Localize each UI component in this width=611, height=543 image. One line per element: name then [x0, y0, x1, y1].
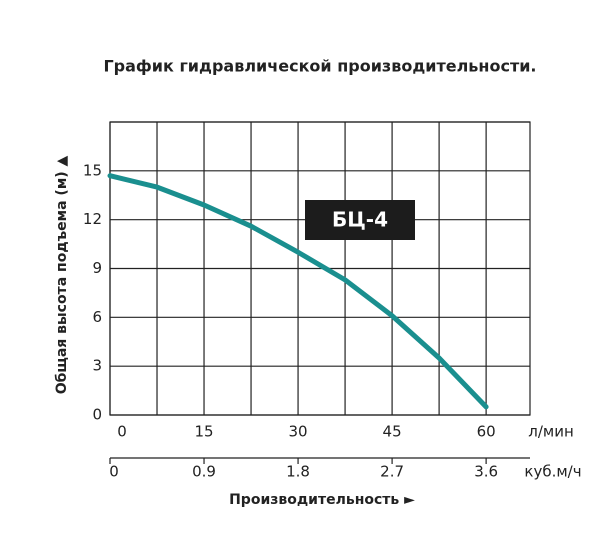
- x-unit: л/мин: [528, 423, 574, 441]
- y-tick-label: 9: [92, 259, 102, 277]
- annotation-box: [305, 200, 415, 240]
- y-tick-label: 15: [83, 161, 102, 179]
- y-tick-label: 3: [92, 357, 102, 375]
- x2-tick-label: 3.6: [474, 463, 498, 481]
- x-tick-label: 30: [289, 423, 308, 441]
- x2-unit: куб.м/ч: [524, 463, 581, 481]
- chart-title: График гидравлической производительности…: [103, 57, 536, 76]
- x-tick-label: 15: [194, 423, 213, 441]
- x-tick-label: 0: [117, 423, 127, 441]
- x-tick-label: 45: [383, 423, 402, 441]
- y-axis-title: Общая высота подъема (м) ▲: [54, 155, 70, 394]
- data-line: [107, 173, 489, 410]
- x2-tick-label: 1.8: [286, 463, 310, 481]
- x2-tick-label: 0: [109, 463, 119, 481]
- annotation: БЦ-4: [332, 208, 388, 232]
- x-axis-title: Производительность ►: [229, 492, 415, 508]
- x-tick-label: 60: [477, 423, 496, 441]
- y-tick-label: 0: [92, 406, 102, 424]
- x2-tick-label: 2.7: [380, 463, 404, 481]
- y-tick-label: 6: [92, 308, 102, 326]
- x2-tick-label: 0.9: [192, 463, 216, 481]
- y-tick-label: 12: [83, 210, 102, 228]
